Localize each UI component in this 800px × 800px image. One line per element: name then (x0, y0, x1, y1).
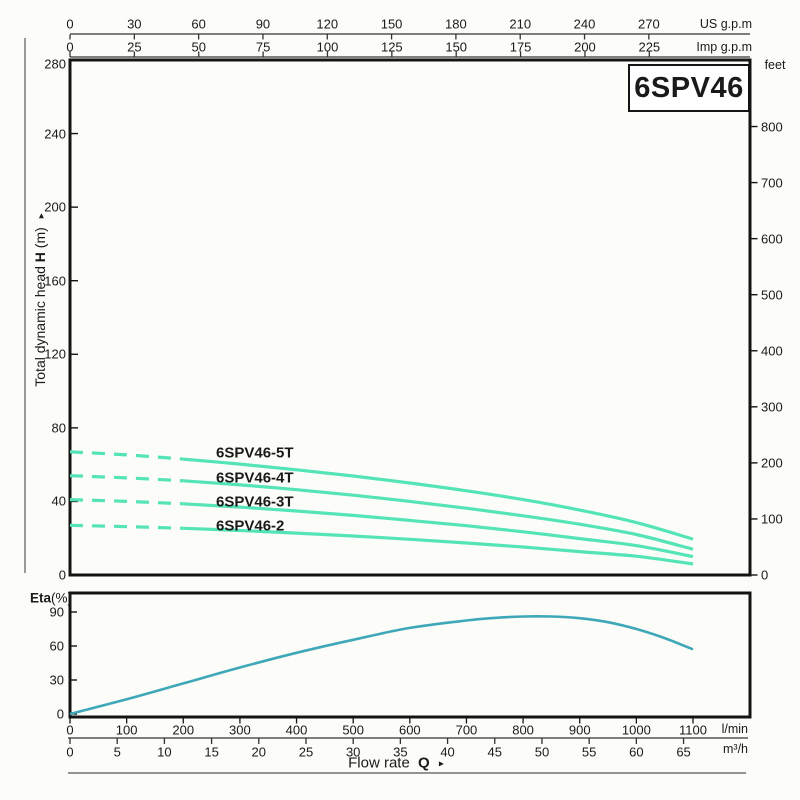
head-curve-dashed-6spv46-2 (69, 523, 184, 530)
head-curve-6spv46-2 (183, 526, 694, 566)
head-curve-dashed-6spv46-5t (69, 450, 184, 461)
head-curve-6spv46-4t (183, 479, 694, 551)
head-curve-6spv46-3t (183, 502, 694, 559)
head-curve-dashed-6spv46-3t (69, 498, 184, 506)
main-chart-frame (68, 58, 752, 577)
head-curve-6spv46-5t (183, 457, 694, 541)
eta-chart-frame (68, 591, 752, 719)
eta-curve (69, 615, 694, 716)
head-curve-dashed-6spv46-4t (69, 474, 184, 483)
